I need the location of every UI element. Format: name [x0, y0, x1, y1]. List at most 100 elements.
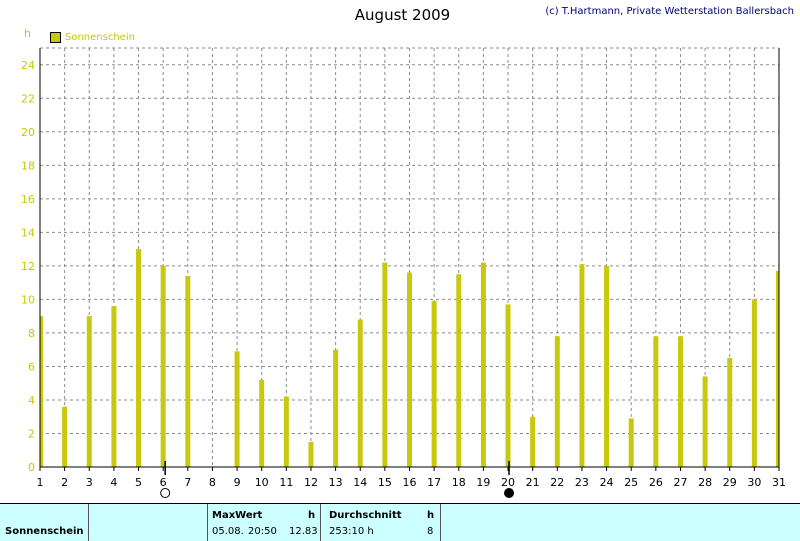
x-tick-label: 3 [86, 476, 93, 489]
y-tick-label: 24 [21, 59, 35, 72]
x-tick-label: 24 [600, 476, 614, 489]
new-moon-icon [504, 488, 515, 498]
sunshine-bar [111, 306, 117, 467]
sunshine-bar [653, 336, 659, 467]
x-tick-label: 2 [61, 476, 68, 489]
sunshine-bar [628, 418, 634, 467]
sunshine-bar [136, 249, 142, 467]
y-tick-label: 16 [21, 193, 35, 206]
x-tick-label: 8 [209, 476, 216, 489]
copyright-notice: (c) T.Hartmann, Private Wetterstation Ba… [545, 6, 794, 17]
y-tick-label: 0 [28, 461, 35, 474]
sunshine-bar [579, 264, 585, 467]
sunshine-bar [234, 351, 240, 467]
sunshine-bar [776, 270, 779, 467]
legend-swatch [50, 32, 61, 43]
sunshine-bar [751, 299, 757, 467]
x-tick-label: 20 [501, 476, 515, 489]
sunshine-bar [727, 358, 733, 467]
x-tick-label: 17 [427, 476, 441, 489]
sunshine-bar [357, 319, 363, 467]
legend: Sonnenschein [50, 31, 135, 44]
sunshine-bar [431, 301, 437, 467]
x-tick-label: 12 [304, 476, 318, 489]
sunshine-bar [677, 336, 683, 467]
y-tick-label: 22 [21, 92, 35, 105]
sunshine-bar [382, 262, 388, 467]
x-tick-label: 6 [160, 476, 167, 489]
sunshine-bar [308, 441, 314, 467]
y-tick-label: 10 [21, 293, 35, 306]
sunshine-bar [456, 274, 462, 467]
avg-header: Durchschnitt [329, 510, 402, 521]
sunshine-bar [283, 396, 289, 467]
sunshine-bar [604, 265, 610, 467]
y-tick-label: 18 [21, 159, 35, 172]
max-unit: h [308, 510, 316, 521]
x-tick-label: 25 [624, 476, 638, 489]
bars [40, 249, 779, 467]
sunshine-bar [530, 416, 536, 467]
x-tick-label: 26 [649, 476, 663, 489]
sunshine-bar [480, 262, 486, 467]
max-time: 20:50 [248, 526, 277, 537]
avg-value: 8 [427, 526, 434, 537]
sunshine-bar [259, 379, 265, 467]
y-tick-label: 4 [28, 394, 35, 407]
summary-footer: Sonnenschein MaxWert h 05.08. 20:50 12.8… [0, 503, 800, 541]
legend-label: Sonnenschein [65, 32, 135, 43]
chart-title: August 2009 [354, 6, 451, 24]
max-value: 12.83 [289, 526, 318, 537]
x-tick-label: 9 [234, 476, 241, 489]
footer-row-label: Sonnenschein [5, 526, 84, 537]
sunshine-bar [333, 349, 339, 467]
sunshine-bar [160, 265, 166, 467]
sunshine-bar [505, 304, 511, 467]
footer-label-cell: Sonnenschein [0, 504, 89, 541]
sunshine-bar [62, 406, 68, 467]
x-tick-label: 5 [135, 476, 142, 489]
x-tick-label: 1 [37, 476, 44, 489]
x-tick-label: 10 [255, 476, 269, 489]
x-tick-label: 31 [772, 476, 786, 489]
x-tick-label: 18 [452, 476, 466, 489]
full-moon-icon [160, 488, 171, 498]
footer-empty-cell [89, 504, 208, 541]
sunshine-bar [702, 376, 708, 467]
x-tick-label: 27 [673, 476, 687, 489]
x-tick-label: 19 [476, 476, 490, 489]
x-tick-label: 7 [184, 476, 191, 489]
x-tick-label: 4 [110, 476, 117, 489]
x-tick-label: 21 [526, 476, 540, 489]
y-tick-label: 14 [21, 226, 35, 239]
sunshine-bar [185, 275, 191, 467]
x-tick-label: 28 [698, 476, 712, 489]
x-tick-label: 29 [723, 476, 737, 489]
y-tick-label: 2 [28, 427, 35, 440]
x-tick-label: 11 [279, 476, 293, 489]
max-date: 05.08. [212, 526, 244, 537]
sunshine-bar [40, 316, 43, 467]
y-tick-label: 8 [28, 327, 35, 340]
avg-unit: h [427, 510, 435, 521]
y-tick-label: 6 [28, 360, 35, 373]
sunshine-bar [407, 272, 412, 467]
x-tick-label: 16 [403, 476, 417, 489]
x-tick-label: 14 [353, 476, 367, 489]
sunshine-bar [554, 336, 560, 467]
footer-avg-cell: Durchschnitt h 253:10 h 8 [321, 504, 441, 541]
y-tick-label: 20 [21, 126, 35, 139]
x-tick-label: 23 [575, 476, 589, 489]
x-tick-label: 15 [378, 476, 392, 489]
max-header: MaxWert [212, 510, 263, 521]
y-tick-label: 12 [21, 260, 35, 273]
x-tick-label: 13 [329, 476, 343, 489]
footer-max-cell: MaxWert h 05.08. 20:50 12.83 [208, 504, 321, 541]
avg-total: 253:10 h [329, 526, 374, 537]
x-tick-label: 30 [747, 476, 761, 489]
y-axis-unit: h [24, 27, 31, 40]
x-tick-label: 22 [550, 476, 564, 489]
sunshine-bar [86, 316, 92, 467]
